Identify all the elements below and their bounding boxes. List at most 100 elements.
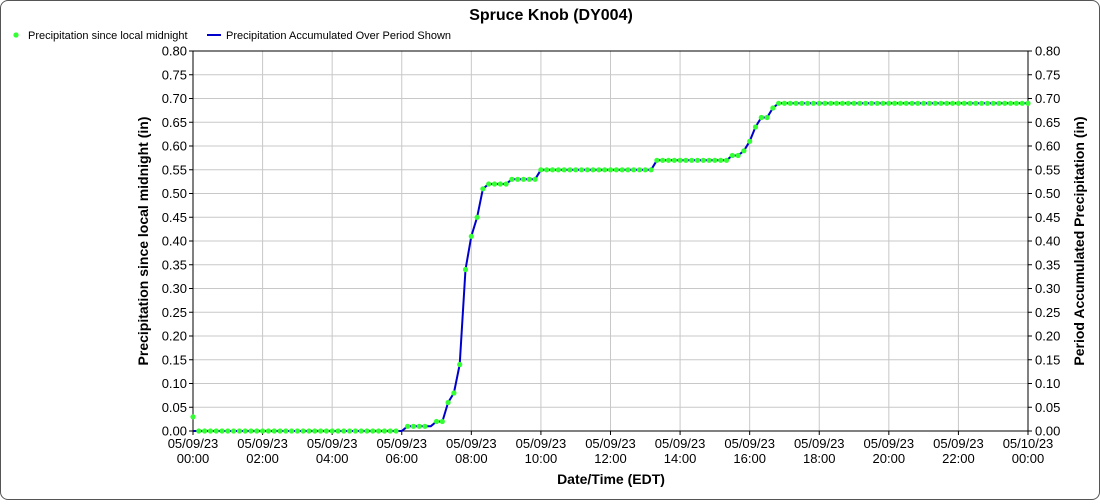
data-point [886,100,892,106]
data-point [880,100,886,106]
data-point [984,100,991,106]
data-point [764,114,770,121]
data-point [381,428,387,434]
data-point [961,100,967,106]
data-point [1013,100,1020,106]
data-point [1008,100,1014,106]
data-point [938,100,944,106]
data-point [422,423,428,429]
data-point [260,428,266,434]
data-point [207,428,213,434]
y-tick-label-left: 0.75 [162,67,187,82]
data-point [318,428,324,434]
y-tick-label-left: 0.25 [162,305,187,320]
data-point [520,176,527,182]
x-tick-label-time: 02:00 [246,451,279,466]
data-point [654,157,660,163]
x-tick-label-date: 05/09/23 [376,436,427,451]
x-tick-label-date: 05/09/23 [237,436,288,451]
data-point [909,100,915,106]
x-tick-label-time: 14:00 [664,451,697,466]
x-axis-title: Date/Time (EDT) [557,471,665,487]
data-point [265,428,271,434]
data-point [457,361,463,368]
data-point [387,428,393,434]
data-point [787,100,793,106]
data-point [1002,100,1008,106]
data-point [271,428,277,434]
y-tick-label-left: 0.55 [162,162,187,177]
data-point [549,167,556,173]
x-tick-label-time: 00:00 [1012,451,1045,466]
data-point [851,100,857,106]
data-point [190,414,196,420]
x-tick-label-date: 05/09/23 [864,436,915,451]
data-point [642,167,648,173]
data-point [660,157,666,163]
data-point [248,428,254,434]
data-point [926,100,933,106]
data-point [613,167,619,173]
data-point [532,176,538,182]
y-tick-label-right: 0.60 [1035,139,1060,154]
data-point [213,428,219,434]
data-point [677,157,683,163]
data-point [671,157,677,163]
y-tick-label-left: 0.10 [162,376,187,391]
x-tick-label-time: 12:00 [594,451,627,466]
y-tick-label-left: 0.65 [162,115,187,130]
data-point [868,100,875,106]
x-tick-label-date: 05/09/23 [168,436,219,451]
data-point [364,428,370,434]
legend-marker-precip-since-midnight [13,32,19,38]
data-point [294,428,300,434]
y-tick-label-right: 0.05 [1035,400,1060,415]
data-point [410,423,416,429]
data-point [335,428,341,434]
y-tick-label-left: 0.70 [162,91,187,106]
data-point [955,100,962,106]
data-point [474,214,480,220]
data-point [526,176,532,182]
y-tick-label-right: 0.35 [1035,257,1060,272]
y-tick-label-left: 0.00 [162,424,187,439]
data-point [555,167,561,173]
data-point [503,181,509,187]
data-point [242,428,248,434]
data-point [990,100,996,106]
data-point [486,181,492,187]
data-point [283,428,289,434]
data-point [590,167,596,173]
data-point [723,157,730,163]
data-point [689,157,695,163]
x-tick-label-date: 05/09/23 [446,436,497,451]
data-point [822,100,828,106]
y-tick-label-left: 0.20 [162,329,187,344]
data-point [718,157,724,163]
data-point [376,428,382,434]
data-point [509,176,515,182]
y-tick-label-right: 0.25 [1035,305,1060,320]
data-point [944,100,950,106]
data-point [358,428,364,434]
x-tick-label-date: 05/09/23 [307,436,358,451]
data-point [810,100,817,106]
data-point [596,167,602,173]
data-point [921,100,927,106]
data-point [231,428,237,434]
data-point [289,428,295,434]
data-point [636,167,643,173]
data-point [567,167,573,173]
y-tick-label-right: 0.10 [1035,376,1060,391]
data-point [416,423,422,429]
data-point [236,428,242,434]
y-axis-right-ticks: 0.00 0.05 0.10 0.15 0.20 0.25 0.30 0.35 0.40 0.45… [1028,44,1060,439]
x-tick-label-date: 05/09/23 [655,436,706,451]
y-tick-label-right: 0.40 [1035,234,1060,249]
data-point [619,167,625,173]
y-tick-label-right: 0.20 [1035,329,1060,344]
data-point [903,100,909,106]
x-tick-label-time: 04:00 [316,451,349,466]
x-tick-label-date: 05/09/23 [933,436,984,451]
